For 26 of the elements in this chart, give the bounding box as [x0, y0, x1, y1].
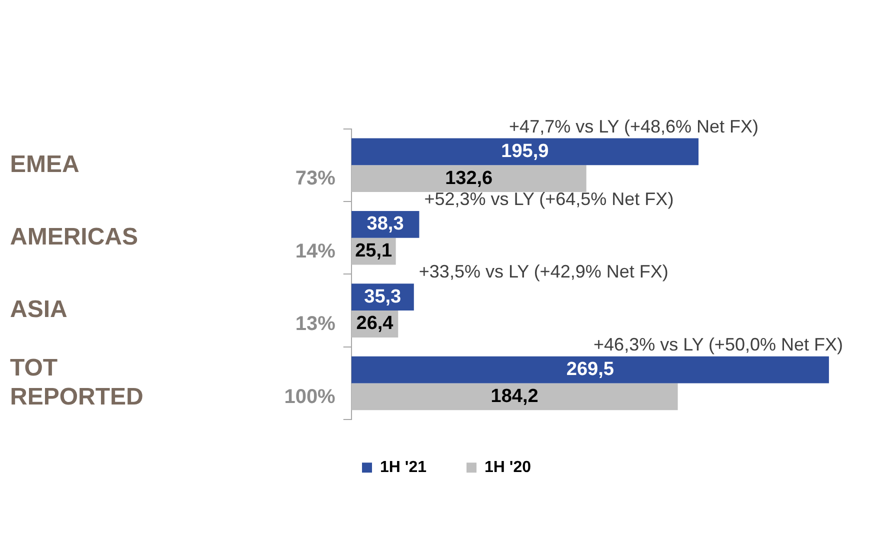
- data-label: 35,3: [364, 286, 402, 308]
- annotation: +52,3% vs LY (+64,5% Net FX): [424, 188, 674, 209]
- text: 73%: [295, 168, 336, 190]
- y-tick-label: EMEA: [10, 150, 80, 178]
- bar: [351, 383, 678, 410]
- data-label: 269,5: [566, 359, 614, 380]
- annotation: +47,7% vs LY (+48,6% Net FX): [509, 116, 759, 136]
- y-tick-label: TOT REPORTED: [10, 354, 144, 410]
- annotation: +46,3% vs LY (+50,0% Net FX): [594, 334, 843, 354]
- data-label: 195,9: [501, 140, 549, 162]
- y-tick-label: ASIA: [10, 296, 68, 324]
- data-label: 132,6: [445, 168, 493, 189]
- data-label: 26,4: [356, 313, 394, 334]
- annotation: +33,5% vs LY (+42,9% Net FX): [418, 262, 668, 282]
- bar: [351, 165, 586, 192]
- data-label: 25,1: [355, 240, 393, 262]
- bar: [351, 138, 699, 166]
- bar: [351, 356, 829, 384]
- y-tick-label: AMERICAS: [10, 223, 138, 250]
- data-label: 184,2: [490, 386, 538, 407]
- text: 14%: [295, 240, 336, 262]
- text: 13%: [295, 313, 336, 336]
- data-label: 38,3: [366, 214, 404, 235]
- text: 100%: [284, 386, 336, 408]
- legend-label: 1H '21: [380, 459, 427, 476]
- legend-label: 1H '20: [484, 459, 532, 476]
